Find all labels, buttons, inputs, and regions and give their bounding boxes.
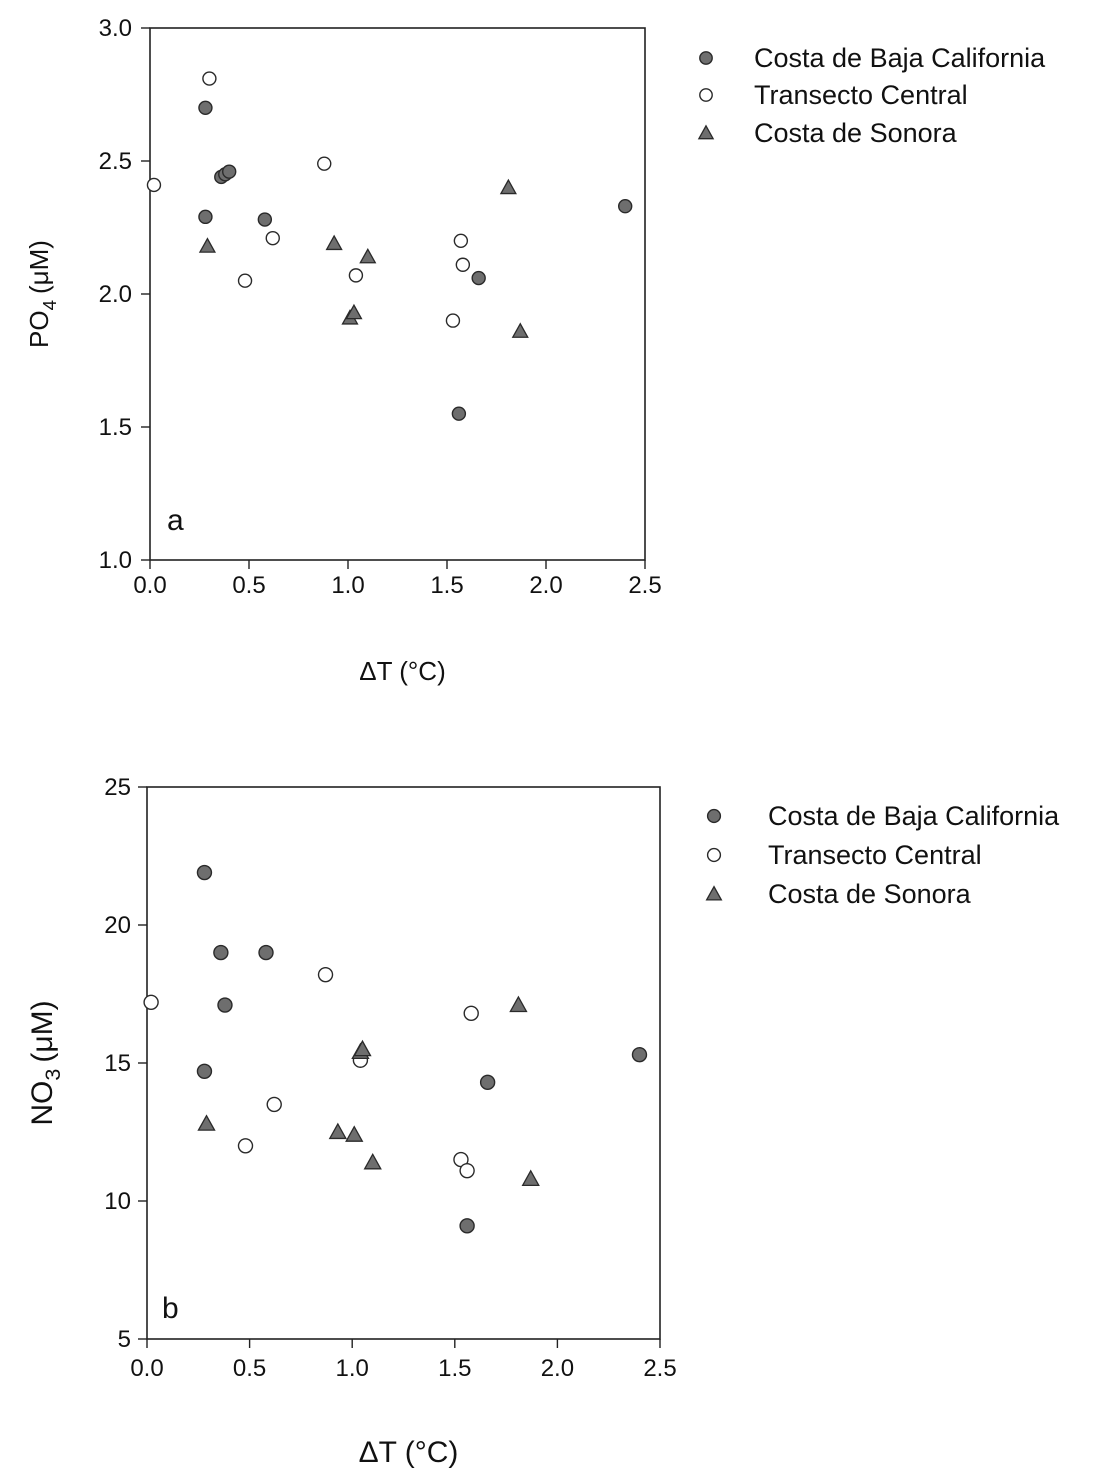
x-tick-label-a: 0.0 (133, 572, 166, 599)
data-point-central (202, 71, 217, 86)
data-point-sonora (328, 1122, 347, 1140)
data-point-central (445, 313, 461, 328)
data-point-baja (198, 209, 213, 225)
data-point-central (455, 257, 471, 272)
y-axis-title-b: NO3(μM) (26, 1000, 65, 1125)
data-point-central (265, 230, 280, 246)
data-point-baja (631, 1047, 648, 1063)
data-point-central (317, 156, 332, 171)
data-point-sonora (509, 995, 528, 1013)
data-point-baja (196, 1063, 213, 1079)
legend-marker-central (706, 847, 722, 863)
data-point-sonora (499, 178, 517, 195)
data-point-sonora (325, 234, 343, 251)
data-point-baja (471, 270, 486, 286)
data-point-central (143, 994, 159, 1010)
plot-frame-b (146, 786, 661, 1340)
data-point-central (146, 177, 162, 193)
x-tick-label-a: 2.0 (529, 572, 562, 599)
x-tick-label-b: 0.5 (233, 1355, 266, 1382)
data-point-sonora (521, 1169, 540, 1187)
x-axis-title-a: ΔT (°C) (359, 656, 446, 686)
series-baja-a (198, 100, 633, 421)
y-axis-title-a: PO4(μM) (24, 240, 60, 348)
data-point-sonora (359, 247, 377, 264)
data-point-baja (217, 997, 233, 1013)
legend-marker-baja (706, 808, 722, 824)
y-tick-label-b: 10 (104, 1188, 131, 1215)
panel-letter-a: a (167, 504, 184, 537)
x-axis-title-b: ΔT (°C) (359, 1436, 459, 1469)
data-point-sonora (363, 1152, 382, 1170)
x-tick-label-a: 1.5 (430, 572, 463, 599)
x-tick-label-a: 1.0 (331, 572, 364, 599)
legend-marker-sonora (697, 124, 715, 140)
data-point-central (453, 233, 469, 249)
data-point-central (463, 1005, 479, 1022)
series-central-a (146, 71, 471, 328)
series-sonora-a (198, 178, 529, 338)
legend-label-central: Transecto Central (768, 840, 982, 870)
data-point-sonora (345, 303, 363, 320)
legend-marker-baja (699, 51, 713, 65)
data-point-baja (196, 864, 213, 881)
legend-label-sonora: Costa de Sonora (754, 118, 958, 148)
y-tick-label-b: 25 (104, 774, 131, 801)
data-point-central (237, 273, 253, 288)
data-point-baja (618, 199, 633, 214)
data-point-baja (451, 406, 467, 421)
y-tick-label-b: 5 (118, 1326, 131, 1353)
legend-marker-central (699, 88, 713, 102)
x-tick-label-b: 1.5 (438, 1355, 471, 1382)
legend-label-baja: Costa de Baja California (754, 43, 1046, 73)
panel-letter-b: b (162, 1292, 179, 1325)
data-point-sonora (353, 1039, 372, 1057)
plot-frame-a (149, 27, 646, 561)
series-sonora-b (197, 995, 540, 1187)
panel-b: 0.0 0.5 1.0 1.5 2.0 2.5 5 10 15 20 25 ΔT (°C) NO3(μM… (26, 774, 1060, 1469)
x-tick-label-b: 2.0 (541, 1355, 574, 1382)
panel-a: 0.0 0.5 1.0 1.5 2.0 2.5 1.0 1.5 2.0 2.5 3.0 ΔT (°C)… (24, 15, 1046, 686)
data-point-sonora (197, 1114, 216, 1131)
data-point-central (348, 268, 364, 283)
data-point-baja (257, 212, 273, 227)
y-tick-label-a: 3.0 (99, 15, 132, 42)
legend-a: Costa de Baja California Transecto Centra… (697, 43, 1046, 148)
data-point-baja (258, 944, 274, 961)
series-baja-b (196, 864, 648, 1234)
legend-label-sonora: Costa de Sonora (768, 879, 972, 909)
legend-label-central: Transecto Central (754, 80, 968, 110)
x-tick-label-a: 0.5 (232, 572, 265, 599)
y-tick-label-a: 2.5 (99, 148, 132, 175)
x-tick-label-b: 1.0 (336, 1355, 369, 1382)
data-point-baja (479, 1074, 496, 1091)
data-point-baja (459, 1218, 475, 1234)
data-point-sonora (198, 237, 216, 253)
legend-label-baja: Costa de Baja California (768, 801, 1060, 831)
data-point-central (317, 966, 334, 983)
y-tick-label-a: 1.0 (99, 547, 132, 574)
y-tick-label-a: 1.5 (99, 414, 132, 441)
x-tick-label-a: 2.5 (628, 572, 661, 599)
y-tick-label-b: 15 (104, 1050, 131, 1077)
y-tick-label-b: 20 (104, 912, 131, 939)
data-point-baja (221, 164, 237, 179)
x-tick-label-b: 0.0 (130, 1355, 163, 1382)
series-central-b (143, 966, 479, 1179)
y-tick-label-a: 2.0 (99, 281, 132, 308)
legend-b: Costa de Baja California Transecto Centra… (705, 801, 1060, 909)
data-point-sonora (511, 322, 529, 338)
data-point-sonora (345, 1125, 364, 1142)
data-point-baja (213, 944, 229, 961)
x-tick-label-b: 2.5 (643, 1355, 676, 1382)
data-point-baja (198, 100, 213, 116)
data-point-central (237, 1138, 254, 1154)
data-point-central (459, 1162, 475, 1179)
data-point-central (266, 1096, 282, 1113)
legend-marker-sonora (705, 885, 723, 901)
